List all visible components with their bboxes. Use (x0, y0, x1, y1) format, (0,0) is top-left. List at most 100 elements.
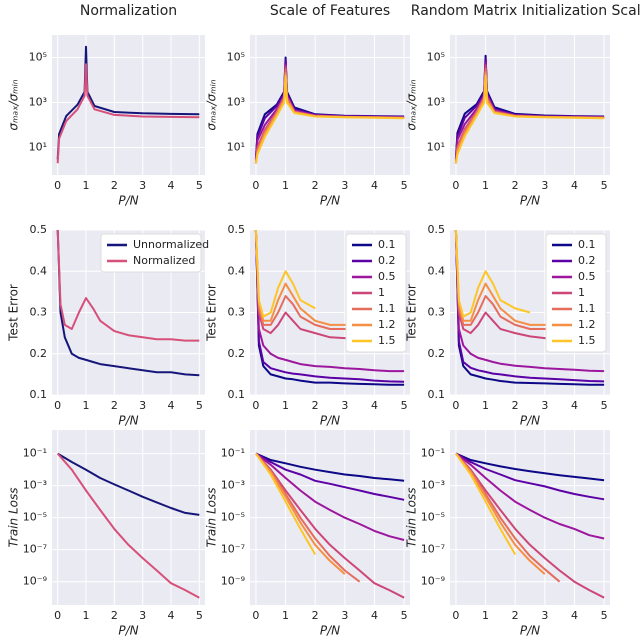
x-tick-label: 2 (512, 609, 519, 622)
x-tick-label: 1 (83, 179, 90, 192)
x-tick-label: 0 (252, 609, 259, 622)
legend-label: 0.2 (578, 254, 596, 267)
y-tick-label: 0.2 (228, 347, 246, 360)
y-tick-label: 0.2 (428, 347, 446, 360)
legend-label: Unnormalized (133, 238, 209, 251)
y-tick-label: 10⁻¹ (23, 447, 47, 460)
y-tick-label: 10¹ (227, 141, 245, 154)
series-line (254, 230, 360, 328)
x-tick-label: 4 (168, 179, 175, 192)
x-tick-label: 5 (601, 609, 608, 622)
x-tick-label: 5 (401, 179, 408, 192)
y-tick-label: 10⁻⁵ (421, 511, 445, 524)
y-tick-label: 0.1 (428, 388, 446, 401)
legend-label: 1.2 (578, 318, 596, 331)
y-axis-label: σₘₐₓ/σₘᵢₙ (405, 79, 419, 130)
x-tick-label: 2 (512, 179, 519, 192)
x-tick-label: 2 (111, 609, 118, 622)
panel-title: Normalization (80, 3, 177, 19)
x-tick-label: 2 (111, 399, 118, 412)
legend-label: 0.1 (378, 238, 396, 251)
y-tick-label: 10⁵ (227, 51, 245, 64)
series-line (56, 230, 200, 342)
y-tick-label: 10⁻⁵ (221, 511, 245, 524)
x-tick-label: 2 (111, 179, 118, 192)
y-tick-label: 10¹ (29, 141, 47, 154)
x-axis-label: P/N (520, 624, 540, 638)
y-axis-label: Train Loss (205, 488, 219, 548)
y-tick-label: 10⁻⁷ (421, 543, 445, 556)
series-line (254, 230, 405, 373)
y-axis-label: Test Error (405, 284, 419, 342)
x-tick-label: 5 (601, 179, 608, 192)
x-axis-label: P/N (320, 194, 340, 208)
legend-label: 1.1 (378, 302, 396, 315)
x-tick-label: 0 (54, 399, 61, 412)
series-line (254, 230, 405, 383)
series-line (254, 230, 405, 386)
x-tick-label: 0 (54, 609, 61, 622)
y-tick-label: 10⁻³ (23, 479, 47, 492)
x-tick-label: 2 (512, 399, 519, 412)
x-axis-label: P/N (520, 194, 540, 208)
series-line (454, 74, 605, 164)
series-line (455, 453, 517, 556)
x-axis-label: P/N (520, 414, 540, 428)
x-tick-label: 1 (83, 399, 90, 412)
y-axis-label: Train Loss (405, 488, 419, 548)
y-tick-label: 0.1 (30, 388, 48, 401)
series-line (255, 452, 346, 575)
series-line (255, 453, 317, 556)
legend-label: 0.1 (578, 238, 596, 251)
series-line (56, 63, 200, 164)
x-tick-label: 2 (312, 399, 319, 412)
x-tick-label: 5 (601, 399, 608, 412)
x-tick-label: 1 (482, 179, 489, 192)
y-axis-label: Test Error (7, 284, 21, 342)
y-tick-label: 0.1 (228, 388, 246, 401)
y-tick-label: 10³ (29, 96, 47, 109)
plot-background (250, 35, 410, 175)
x-tick-label: 4 (371, 399, 378, 412)
series-line (454, 230, 605, 383)
legend-label: 0.2 (378, 254, 396, 267)
y-tick-label: 0.5 (228, 223, 246, 236)
y-tick-label: 10⁻⁷ (23, 543, 47, 556)
x-tick-label: 1 (282, 399, 289, 412)
y-tick-label: 0.3 (228, 306, 246, 319)
series-line (454, 230, 605, 373)
y-axis-label: Test Error (205, 284, 219, 342)
x-axis-label: P/N (320, 414, 340, 428)
x-tick-label: 3 (341, 179, 348, 192)
series-line (254, 75, 405, 164)
x-axis-label: P/N (118, 414, 138, 428)
x-tick-label: 0 (54, 179, 61, 192)
x-tick-label: 1 (482, 609, 489, 622)
series-line (454, 230, 605, 386)
x-tick-label: 4 (571, 399, 578, 412)
legend-label: 1.1 (578, 302, 596, 315)
y-tick-label: 0.3 (30, 306, 48, 319)
x-tick-label: 0 (452, 399, 459, 412)
legend-label: Normalized (133, 254, 195, 267)
y-tick-label: 10³ (227, 96, 245, 109)
series-line (454, 230, 560, 328)
x-tick-label: 4 (168, 609, 175, 622)
x-tick-label: 0 (252, 399, 259, 412)
x-tick-label: 1 (282, 179, 289, 192)
x-tick-label: 5 (401, 609, 408, 622)
legend-box (545, 233, 607, 353)
x-axis-label: P/N (320, 624, 340, 638)
x-tick-label: 2 (312, 179, 319, 192)
x-tick-label: 4 (371, 179, 378, 192)
x-tick-label: 3 (341, 609, 348, 622)
x-tick-label: 3 (541, 609, 548, 622)
legend-label: 1 (578, 286, 585, 299)
y-axis-label: Train Loss (7, 488, 21, 548)
y-tick-label: 10⁻⁹ (221, 575, 245, 588)
y-tick-label: 0.4 (428, 264, 446, 277)
series-line (56, 452, 200, 599)
series-line (255, 452, 405, 482)
panel-title: Scale of Features (270, 3, 390, 19)
y-tick-label: 10⁻³ (421, 479, 445, 492)
